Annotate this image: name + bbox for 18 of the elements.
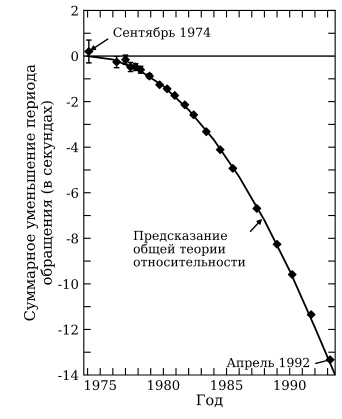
- y-tick-label: -8: [66, 234, 78, 244]
- y-tick-label: -12: [58, 324, 78, 334]
- y-tick-label: -2: [66, 96, 78, 107]
- annotation: Сентябрь 1974: [114, 27, 210, 40]
- y-axis-title: Суммарное уменьшение периода обращения (в секундах): [24, 64, 55, 321]
- y-tick-label: -4: [66, 142, 78, 152]
- x-tick-label: 1975: [85, 380, 116, 390]
- x-axis-title: Год: [196, 394, 223, 408]
- y-tick-label: -14: [58, 370, 78, 380]
- x-tick-label: 1985: [211, 380, 242, 390]
- annotation: Апрель 1992: [226, 358, 310, 370]
- y-tick-label: 2: [71, 6, 78, 16]
- x-tick-label: 1980: [148, 380, 180, 390]
- y-tick-label: -10: [58, 279, 78, 290]
- x-tick-label: 1990: [274, 380, 306, 390]
- y-tick-label: -6: [66, 188, 78, 198]
- annotation: Предсказание общей теории относительности: [134, 230, 246, 266]
- y-tick-label: 0: [71, 51, 78, 62]
